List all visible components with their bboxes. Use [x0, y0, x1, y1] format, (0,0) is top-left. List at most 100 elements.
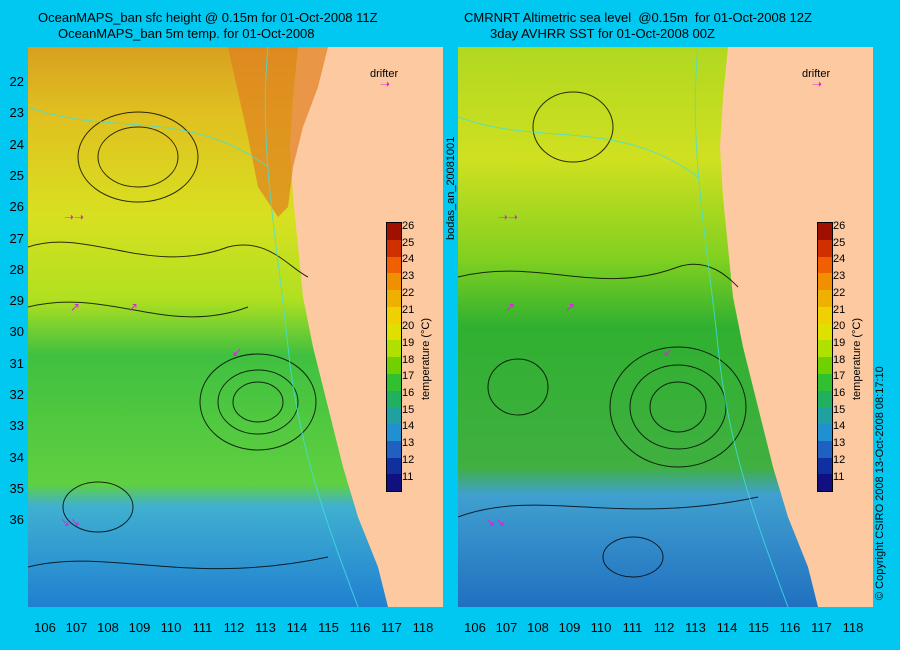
drifter-arrow-icon: ↗: [505, 300, 516, 314]
colorbar-swatch: [818, 407, 832, 424]
colorbar-swatch: [818, 306, 832, 324]
colorbar-swatch: [818, 340, 832, 357]
colorbar-tick-label: 12: [833, 453, 846, 466]
longitude-tick-label: 116: [779, 620, 801, 635]
colorbar-swatch: [818, 323, 832, 341]
longitude-tick-label: 117: [381, 620, 402, 635]
colorbar-swatch: [818, 457, 832, 475]
colorbar-swatch: [387, 407, 401, 424]
left-map-panel: [28, 47, 443, 607]
colorbar-tick-label: 23: [402, 270, 415, 283]
colorbar-tick-label: 19: [833, 336, 846, 349]
right-map-panel: [458, 47, 873, 607]
latitude-tick-label: 27: [9, 230, 24, 246]
drifter-arrow-icon: ↘↘: [485, 515, 506, 529]
colorbar-tick-label: 21: [833, 303, 846, 316]
colorbar-tick-label: 19: [402, 336, 415, 349]
longitude-tick-label: 106: [464, 620, 486, 635]
latitude-tick-label: 23: [9, 105, 24, 121]
colorbar-tick-label: 11: [402, 470, 414, 483]
longitude-tick-label: 111: [622, 620, 643, 635]
left-title-line1: OceanMAPS_ban sfc height @ 0.15m for 01-…: [38, 10, 378, 25]
colorbar-tick-label: 18: [402, 353, 415, 366]
right-colorbar: [817, 222, 833, 492]
right-sst-field: [458, 47, 873, 607]
colorbar-tick-label: 24: [833, 253, 846, 266]
drifter-arrow-icon: ↙: [663, 345, 674, 359]
longitude-tick-label: 112: [223, 620, 245, 635]
colorbar-swatch: [387, 256, 401, 274]
drifter-arrow-icon: ↗: [70, 300, 81, 314]
colorbar-swatch: [387, 390, 401, 408]
longitude-tick-label: 114: [286, 620, 308, 635]
longitude-tick-label: 108: [97, 620, 119, 635]
colorbar-swatch: [818, 239, 832, 257]
colorbar-tick-label: 17: [402, 370, 415, 383]
left-drifter-arrow-icon: ➝: [380, 77, 391, 91]
longitude-tick-label: 116: [349, 620, 371, 635]
longitude-tick-label: 113: [255, 620, 276, 635]
colorbar-swatch: [818, 290, 832, 307]
colorbar-tick-label: 26: [833, 220, 846, 232]
latitude-tick-label: 36: [9, 512, 24, 528]
longitude-tick-label: 117: [811, 620, 832, 635]
longitude-tick-label: 106: [34, 620, 56, 635]
left-drifter-label: drifter: [370, 68, 399, 80]
left-colorbar-title: temperature (°C): [420, 317, 432, 400]
colorbar-tick-label: 15: [833, 403, 846, 416]
colorbar-tick-label: 15: [402, 403, 415, 416]
colorbar-swatch: [387, 306, 401, 324]
colorbar-swatch: [387, 340, 401, 357]
colorbar-tick-label: 14: [833, 420, 846, 433]
colorbar-swatch: [818, 357, 832, 374]
dataset-side-label: bodas_an_20081001: [445, 136, 457, 240]
colorbar-tick-label: 20: [833, 320, 846, 333]
colorbar-tick-label: 17: [833, 370, 846, 383]
colorbar-swatch: [818, 223, 832, 240]
longitude-tick-label: 118: [412, 620, 434, 635]
colorbar-tick-label: 26: [402, 220, 415, 232]
longitude-tick-label: 108: [527, 620, 549, 635]
latitude-tick-label: 28: [9, 261, 24, 277]
latitude-tick-label: 29: [9, 293, 24, 309]
colorbar-tick-label: 11: [833, 470, 845, 483]
longitude-tick-label: 118: [842, 620, 864, 635]
right-drifter-label: drifter: [802, 68, 831, 80]
colorbar-swatch: [387, 373, 401, 391]
colorbar-swatch: [818, 273, 832, 290]
latitude-tick-label: 33: [9, 418, 24, 434]
colorbar-tick-label: 23: [833, 270, 846, 283]
colorbar-swatch: [818, 440, 832, 458]
colorbar-swatch: [818, 373, 832, 391]
colorbar-tick-label: 13: [833, 437, 846, 450]
colorbar-swatch: [818, 474, 832, 491]
left-colorbar: [386, 222, 402, 492]
drifter-arrow-icon: ↗: [565, 300, 576, 314]
latitude-tick-label: 31: [9, 355, 24, 371]
longitude-tick-label: 110: [590, 620, 612, 635]
longitude-tick-label: 109: [128, 620, 151, 635]
colorbar-tick-label: 13: [402, 437, 415, 450]
colorbar-tick-label: 16: [833, 387, 846, 399]
right-colorbar-title: temperature (°C): [851, 317, 863, 400]
latitude-tick-label: 30: [9, 324, 24, 340]
colorbar-tick-label: 22: [402, 286, 415, 299]
colorbar-tick-label: 18: [833, 353, 846, 366]
colorbar-tick-label: 21: [402, 303, 415, 316]
longitude-tick-label: 112: [653, 620, 675, 635]
longitude-tick-label: 107: [495, 620, 518, 635]
colorbar-swatch: [387, 323, 401, 341]
longitude-tick-label: 113: [685, 620, 706, 635]
drifter-arrow-icon: ➝➝: [64, 210, 85, 224]
longitude-tick-label: 114: [716, 620, 738, 635]
colorbar-tick-label: 16: [402, 387, 415, 399]
longitude-tick-label: 107: [65, 620, 88, 635]
drifter-arrow-icon: ➝➝: [498, 210, 519, 224]
colorbar-swatch: [387, 424, 401, 441]
colorbar-swatch: [387, 440, 401, 458]
colorbar-swatch: [387, 223, 401, 240]
colorbar-swatch: [818, 424, 832, 441]
colorbar-swatch: [387, 457, 401, 475]
colorbar-swatch: [387, 474, 401, 491]
drifter-arrow-icon: ↗: [128, 300, 139, 314]
